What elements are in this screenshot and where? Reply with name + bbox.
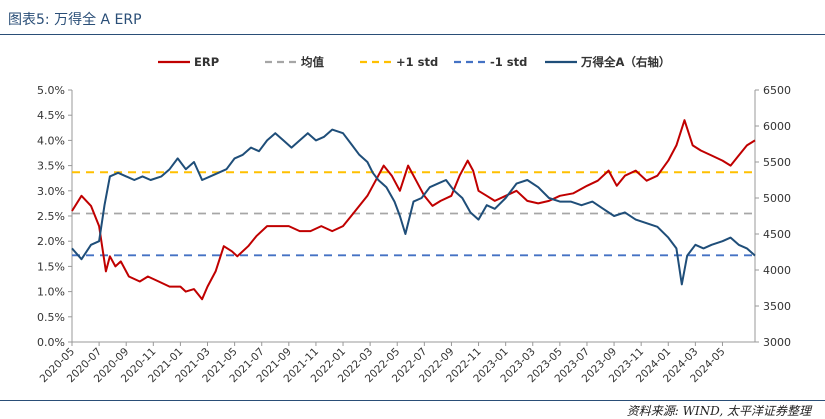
y-left-tick-label: 1.5% (37, 260, 65, 273)
y-left-tick-label: 4.5% (37, 109, 65, 122)
y-left-tick-label: 2.0% (37, 235, 65, 248)
y-right-tick-label: 6000 (763, 120, 791, 133)
y-right-tick-label: 5500 (763, 156, 791, 169)
y-right-tick-label: 4000 (763, 264, 791, 277)
y-left-tick-label: 3.5% (37, 160, 65, 173)
footer-divider (0, 400, 825, 401)
legend-label-erp-series-line: ERP (194, 55, 219, 69)
legend-label-plus-std-line: +1 std (396, 55, 438, 69)
y-right-tick-label: 4500 (763, 228, 791, 241)
erp-series-line (71, 119, 756, 301)
legend-label-minus-std-line: -1 std (490, 55, 527, 69)
erp-chart: 0.0% 0.5% 1.0% 1.5% 2.0% 2.5% 3.0% 3.5% 4.0% 4.5%… (37, 55, 791, 385)
legend-label-mean-line: 均值 (301, 55, 324, 69)
y-left-tick-label: 3.0% (37, 185, 65, 198)
source-note: 资料来源: WIND, 太平洋证券整理 (626, 404, 811, 418)
y-left-tick-label: 4.0% (37, 134, 65, 147)
y-right-tick-label: 3500 (763, 300, 791, 313)
chart-title: 图表5: 万得全 A ERP (8, 12, 142, 28)
y-right-tick-label: 3000 (763, 336, 791, 349)
y-left-tick-label: 0.0% (37, 336, 65, 349)
header-divider (0, 34, 825, 35)
y-right-tick-label: 6500 (763, 84, 791, 97)
chart-header: 图表5: 万得全 A ERP (0, 0, 825, 34)
legend-label-index-series-line: 万得全A（右轴） (580, 55, 670, 69)
y-left-tick-label: 0.5% (37, 311, 65, 324)
y-left-tick-label: 2.5% (37, 210, 65, 223)
y-left-tick-label: 1.0% (37, 286, 65, 299)
y-left-tick-label: 5.0% (37, 84, 65, 97)
index-series-line (71, 128, 756, 286)
y-right-tick-label: 5000 (763, 192, 791, 205)
